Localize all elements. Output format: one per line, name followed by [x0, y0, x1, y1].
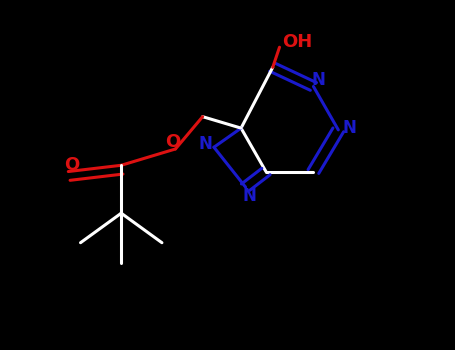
Text: N: N: [312, 71, 326, 89]
Text: N: N: [343, 119, 357, 137]
Text: N: N: [199, 135, 213, 153]
Text: O: O: [166, 133, 181, 151]
Text: OH: OH: [282, 33, 312, 51]
Text: O: O: [64, 156, 80, 174]
Text: N: N: [242, 187, 256, 205]
